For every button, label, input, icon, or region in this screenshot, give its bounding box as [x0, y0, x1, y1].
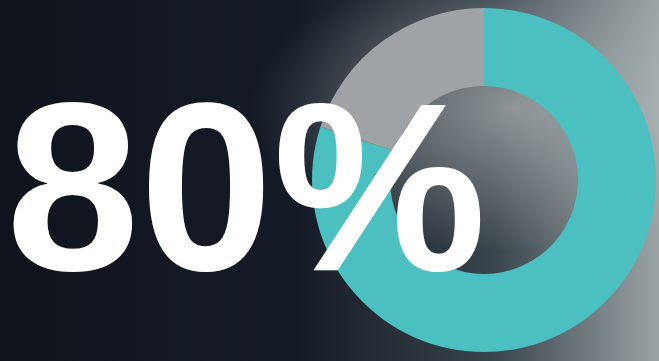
chart: 80% [0, 0, 659, 361]
big-value-label: 80% [6, 53, 486, 321]
background [0, 0, 659, 361]
labels: 80% [6, 53, 486, 321]
background-glow [0, 0, 659, 361]
